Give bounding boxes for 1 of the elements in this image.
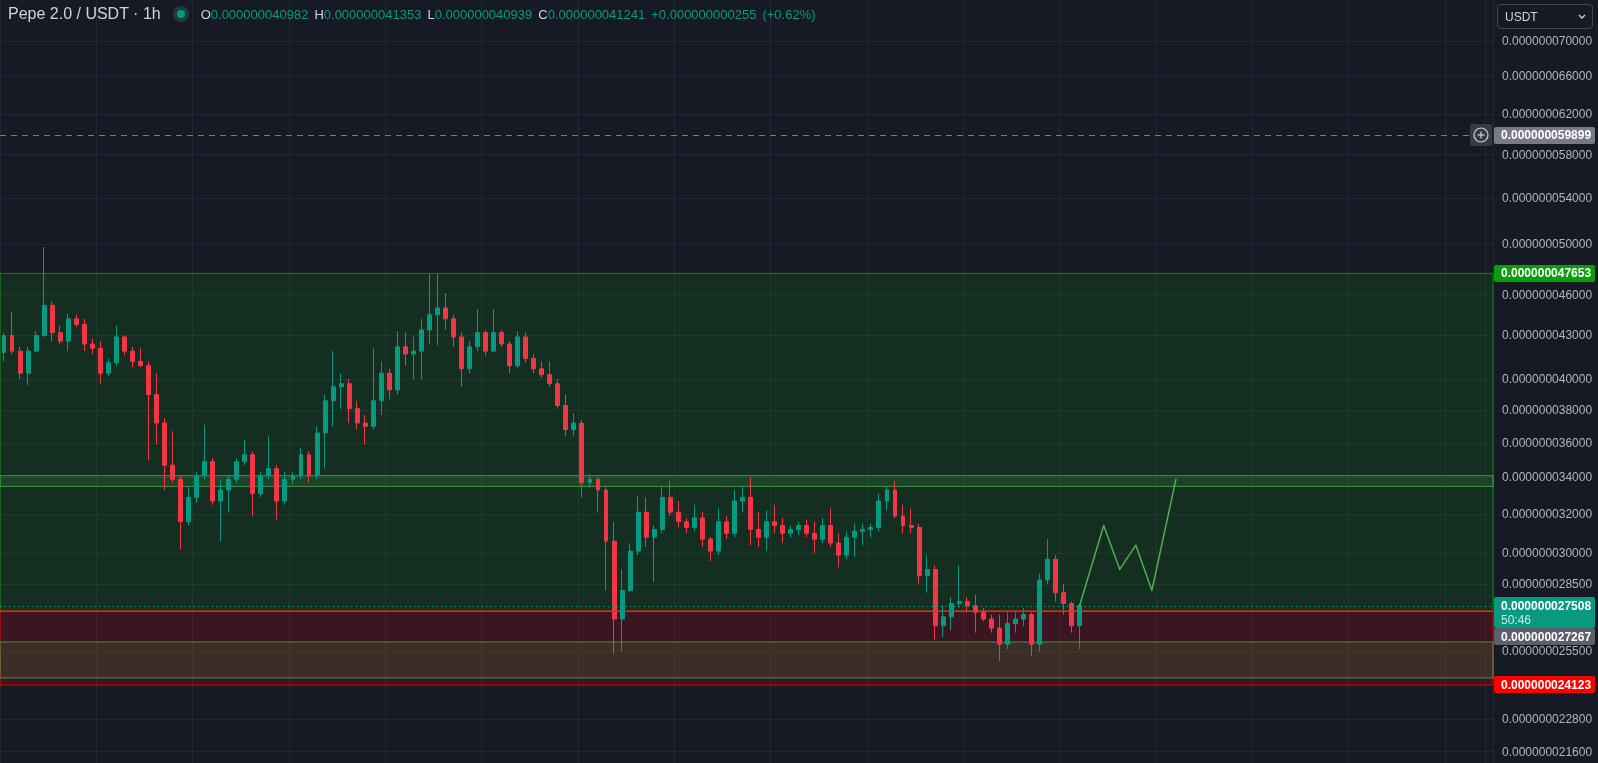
candlestick — [2, 332, 6, 362]
